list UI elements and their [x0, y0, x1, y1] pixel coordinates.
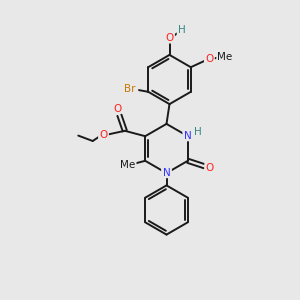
- FancyBboxPatch shape: [119, 160, 136, 170]
- FancyBboxPatch shape: [121, 84, 138, 94]
- Text: O: O: [99, 130, 108, 140]
- FancyBboxPatch shape: [204, 163, 215, 173]
- FancyBboxPatch shape: [182, 131, 193, 141]
- FancyBboxPatch shape: [98, 130, 109, 140]
- Text: H: H: [194, 127, 201, 137]
- FancyBboxPatch shape: [164, 33, 175, 43]
- Text: O: O: [113, 103, 122, 114]
- Text: O: O: [205, 54, 214, 64]
- FancyBboxPatch shape: [161, 168, 172, 178]
- FancyBboxPatch shape: [216, 52, 234, 62]
- FancyBboxPatch shape: [192, 127, 203, 137]
- Text: H: H: [178, 25, 186, 35]
- FancyBboxPatch shape: [177, 25, 188, 35]
- Text: O: O: [206, 163, 214, 173]
- FancyBboxPatch shape: [204, 54, 215, 64]
- Text: O: O: [165, 33, 174, 43]
- Text: Me: Me: [120, 160, 135, 170]
- Text: Me: Me: [218, 52, 232, 62]
- Text: N: N: [184, 131, 192, 141]
- Text: N: N: [163, 168, 170, 178]
- Text: Br: Br: [124, 84, 135, 94]
- FancyBboxPatch shape: [112, 103, 123, 114]
